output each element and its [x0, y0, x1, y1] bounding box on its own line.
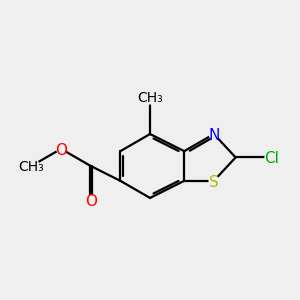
Circle shape	[142, 89, 158, 104]
Text: Cl: Cl	[264, 152, 279, 166]
Circle shape	[57, 144, 65, 153]
Text: N: N	[208, 128, 220, 143]
Circle shape	[209, 176, 219, 186]
Text: CH₃: CH₃	[137, 91, 163, 105]
Circle shape	[265, 151, 279, 164]
Text: CH₃: CH₃	[19, 160, 44, 175]
Text: S: S	[209, 175, 219, 190]
Circle shape	[86, 196, 95, 205]
Text: O: O	[85, 194, 97, 209]
Circle shape	[209, 129, 219, 139]
Circle shape	[24, 158, 39, 173]
Text: O: O	[55, 143, 67, 158]
